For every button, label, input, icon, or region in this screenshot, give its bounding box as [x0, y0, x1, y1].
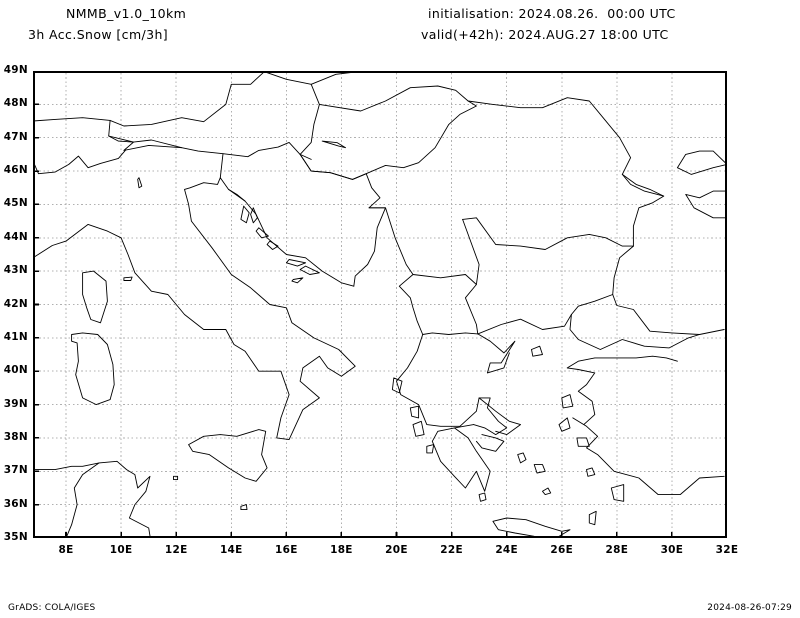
x-tick-label: 8E: [58, 544, 74, 556]
x-tick-label: 20E: [385, 544, 408, 556]
x-tick-label: 30E: [660, 544, 684, 556]
y-tick-label: 49N: [3, 64, 28, 76]
render-timestamp: 2024-08-26-07:29: [707, 603, 792, 613]
x-tick-label: 32E: [715, 544, 739, 556]
y-tick-label: 42N: [3, 297, 28, 310]
map-plot-area: [33, 71, 727, 538]
y-tick-label: 41N: [3, 330, 28, 343]
x-tick-label: 14E: [219, 544, 243, 556]
y-tick-label: 40N: [3, 364, 28, 377]
x-tick-label: 10E: [109, 544, 133, 556]
axis-ticks: [33, 71, 727, 538]
y-tick-label: 37N: [3, 464, 28, 477]
field-title: 3h Acc.Snow [cm/3h]: [28, 27, 169, 42]
y-tick-label: 45N: [3, 197, 28, 210]
valid-time: valid(+42h): 2024.AUG.27 18:00 UTC: [421, 27, 669, 42]
y-tick-label: 36N: [3, 497, 28, 510]
model-title: NMMB_v1.0_10km: [66, 6, 187, 21]
y-tick-label: 47N: [3, 130, 28, 143]
y-tick-label: 46N: [3, 164, 28, 177]
x-tick-label: 12E: [164, 544, 188, 556]
y-tick-label: 43N: [3, 264, 28, 277]
map-canvas: [33, 71, 727, 538]
y-tick-label: 35N: [3, 531, 28, 543]
x-tick-label: 16E: [275, 544, 298, 556]
x-tick-label: 22E: [440, 544, 463, 556]
initialisation-time: initialisation: 2024.08.26. 00:00 UTC: [428, 6, 676, 21]
y-tick-label: 48N: [3, 97, 28, 110]
y-tick-label: 44N: [3, 230, 28, 243]
map-coastlines: [33, 71, 727, 538]
y-tick-label: 39N: [3, 397, 28, 410]
y-tick-label: 38N: [3, 430, 28, 443]
x-tick-label: 24E: [495, 544, 519, 556]
grads-credit: GrADS: COLA/IGES: [8, 603, 96, 613]
x-tick-label: 26E: [550, 544, 574, 556]
x-tick-label: 28E: [605, 544, 629, 556]
x-tick-label: 18E: [330, 544, 353, 556]
